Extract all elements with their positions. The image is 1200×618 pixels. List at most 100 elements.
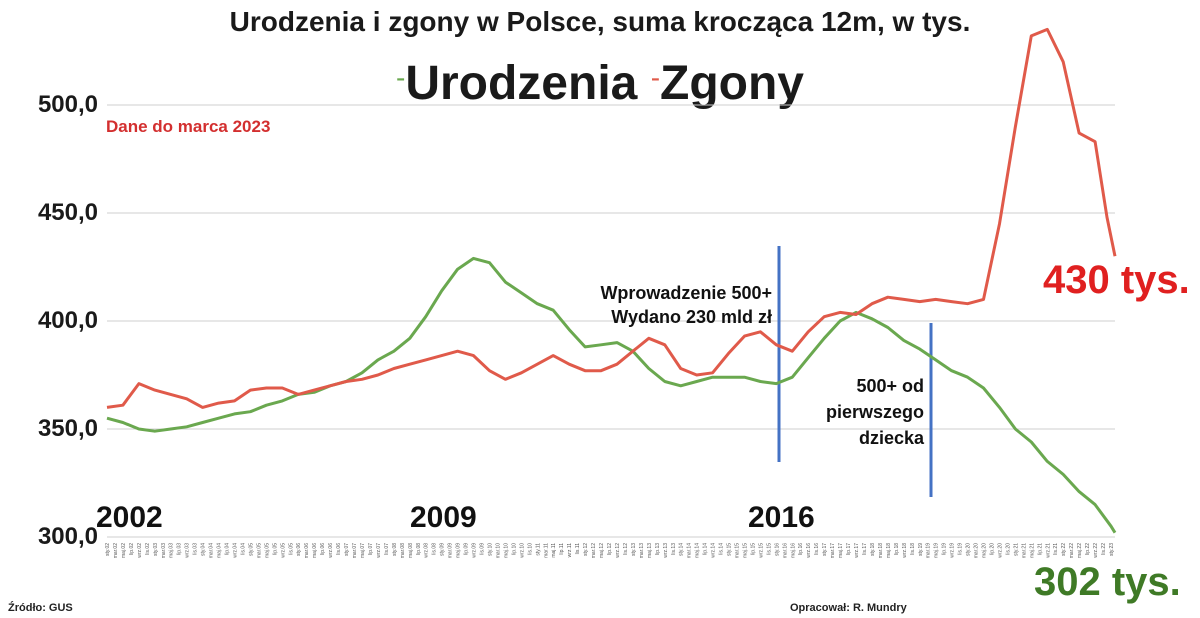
x-tick-label: lip.04: [225, 543, 231, 555]
x-tick-label: lis.08: [432, 543, 438, 555]
x-tick-label: mar.11: [543, 543, 549, 558]
y-tick-label: 500,0: [37, 91, 98, 118]
x-tick-label: wrz.19: [950, 543, 956, 558]
x-tick-label: sty.22: [1061, 543, 1067, 556]
x-tick-label: sty.02: [105, 543, 111, 556]
x-tick-label: sty.10: [487, 543, 493, 556]
x-tick-label: wrz.18: [902, 543, 908, 558]
end-label-zgony: 430 tys.: [1043, 258, 1190, 302]
x-tick-label: lip.22: [1085, 543, 1091, 555]
x-tick-label: lip.19: [942, 543, 948, 555]
x-tick-label: lip.03: [177, 543, 183, 555]
x-tick-label: wrz.14: [711, 543, 717, 558]
x-tick-label: mar.20: [974, 543, 980, 559]
annotation-line-2: pierwszego: [825, 402, 924, 422]
x-tick-label: maj.11: [551, 543, 557, 558]
x-tick-label: mar.09: [448, 543, 454, 559]
series-lines: [106, 27, 1117, 534]
x-tick-label: wrz.10: [519, 543, 525, 558]
y-tick-label: 450,0: [37, 199, 98, 226]
x-tick-label: mar.08: [400, 543, 406, 559]
x-tick-label: wrz.08: [424, 543, 430, 558]
x-tick-label: lip.11: [559, 543, 565, 555]
x-tick-label: wrz.17: [854, 543, 860, 558]
x-tick-label: lis.21: [1053, 543, 1059, 555]
x-tick-label: maj.15: [742, 543, 748, 558]
annotation-line-2: Wydano 230 mld zł: [611, 307, 772, 327]
x-tick-label: maj.22: [1077, 543, 1083, 558]
x-tick-label: maj.21: [1029, 543, 1035, 558]
end-label-urodzenia: 302 tys.: [1034, 560, 1181, 604]
x-tick-label: lis.04: [240, 543, 246, 555]
x-tick-label: wrz.03: [185, 543, 191, 558]
x-tick-label: maj.20: [982, 543, 988, 558]
x-tick-label: maj.13: [647, 543, 653, 558]
x-tick-label: lis.10: [527, 543, 533, 555]
x-tick-label: mar.06: [304, 543, 310, 559]
x-tick-label: wrz.04: [232, 543, 238, 558]
x-tick-label: maj.16: [790, 543, 796, 558]
x-tick-label: sty.11: [535, 543, 541, 556]
x-tick-label: lip.20: [989, 543, 995, 555]
x-tick-label: mar.02: [113, 543, 119, 559]
x-tick-label: sty.17: [822, 543, 828, 556]
x-tick-label: lip.02: [129, 543, 135, 555]
x-tick-label: sty.08: [392, 543, 398, 556]
x-tick-label: mar.03: [161, 543, 167, 559]
x-tick-label: sty.20: [966, 543, 972, 556]
x-tick-label: maj.10: [503, 543, 509, 558]
x-tick-label: wrz.21: [1045, 543, 1051, 558]
x-tick-label: maj.05: [264, 543, 270, 558]
x-tick-label: wrz.06: [328, 543, 334, 558]
x-tick-label: sty.13: [631, 543, 637, 556]
x-tick-label: wrz.16: [806, 543, 812, 558]
x-tick-label: mar.14: [687, 543, 693, 559]
x-tick-label: sty.03: [153, 543, 159, 556]
chart-title: Urodzenia i zgony w Polsce, suma krocząc…: [229, 6, 971, 37]
x-tick-label: lis.03: [193, 543, 199, 555]
annotation-500plus: Wprowadzenie 500+ Wydano 230 mld zł: [600, 281, 772, 329]
x-tick-label: wrz.11: [567, 543, 573, 558]
x-tick-label: sty.04: [201, 543, 207, 556]
source-label: Źródło: GUS: [8, 602, 73, 614]
x-tick-label: mar.04: [209, 543, 215, 559]
x-tick-label: mar.18: [878, 543, 884, 559]
x-tick-label: maj.17: [838, 543, 844, 558]
x-tick-label: mar.19: [926, 543, 932, 559]
series-line-zgony: [106, 27, 1117, 409]
x-tick-label: sty.06: [296, 543, 302, 556]
x-tick-label: lis.02: [145, 543, 151, 555]
x-tick-label: lis.05: [288, 543, 294, 555]
legend-label-zgony: Zgony: [660, 57, 804, 110]
x-tick-label: sty.23: [1109, 543, 1115, 556]
x-tick-label: mar.12: [591, 543, 597, 559]
x-tick-label: lis.15: [766, 543, 772, 555]
x-tick-label: lis.07: [384, 543, 390, 555]
x-tick-label: lis.09: [480, 543, 486, 555]
x-tick-label: wrz.12: [615, 543, 621, 558]
x-tick-label: mar.07: [352, 543, 358, 559]
x-tick-labels: sty.02 mar.02 maj.02 lip.02 wrz.02 lis.02 sty.…: [105, 543, 1115, 559]
grid-lines: [107, 104, 1115, 538]
x-tick-label: wrz.20: [997, 543, 1003, 558]
x-tick-label: maj.14: [695, 543, 701, 558]
x-tick-label: lip.15: [750, 543, 756, 555]
x-tick-label: lip.13: [655, 543, 661, 555]
x-tick-label: lis.16: [814, 543, 820, 555]
x-tick-label: lip.14: [703, 543, 709, 555]
x-tick-label: maj.08: [408, 543, 414, 558]
x-tick-label: sty.19: [918, 543, 924, 556]
x-tick-label: maj.07: [360, 543, 366, 558]
legend-swatch-zgony: -: [650, 62, 661, 93]
legend-label-urodzenia: Urodzenia: [405, 57, 638, 110]
x-tick-label: lip.06: [320, 543, 326, 555]
author-label: Opracował: R. Mundry: [790, 602, 907, 614]
x-tick-label: wrz.15: [758, 543, 764, 558]
x-tick-label: lip.09: [464, 543, 470, 555]
x-tick-label: lis.14: [719, 543, 725, 555]
year-label-2002: 2002: [96, 501, 163, 534]
x-tick-label: sty.14: [679, 543, 685, 556]
x-tick-label: mar.13: [639, 543, 645, 559]
x-tick-label: maj.12: [599, 543, 605, 558]
